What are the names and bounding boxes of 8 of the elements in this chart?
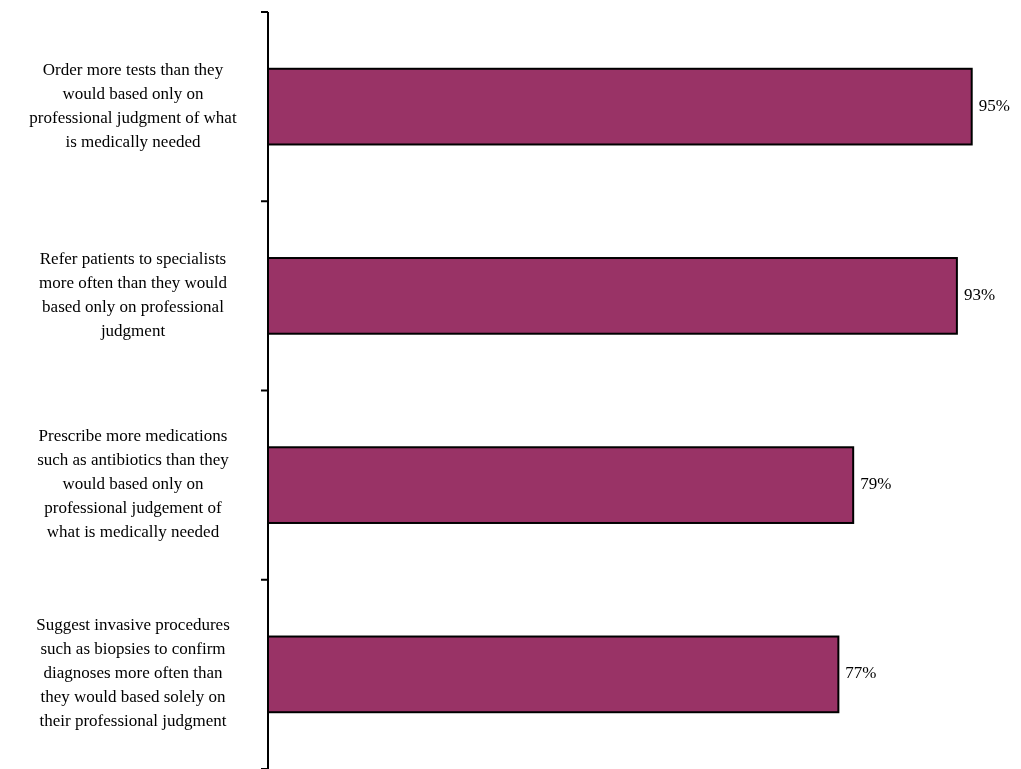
data-label: 77% — [845, 663, 877, 683]
y-tick-label: Refer patients to specialists more often than they would based only on professional judgment — [39, 248, 228, 340]
data-label: 79% — [860, 474, 892, 494]
data-label: 95% — [978, 95, 1010, 115]
y-tick-label: Order more tests than they would based only on professional judgment of what is medically needed — [29, 59, 237, 151]
data-label: 93% — [963, 284, 996, 304]
y-tick-label: Prescribe more medications such as antibiotics than they would based only on professional judgement of what is medically needed — [37, 426, 230, 542]
y-tick-label: Suggest invasive procedures such as biopsies to confirm diagnoses more often than they would based solely on their professional judgment — [36, 615, 230, 731]
